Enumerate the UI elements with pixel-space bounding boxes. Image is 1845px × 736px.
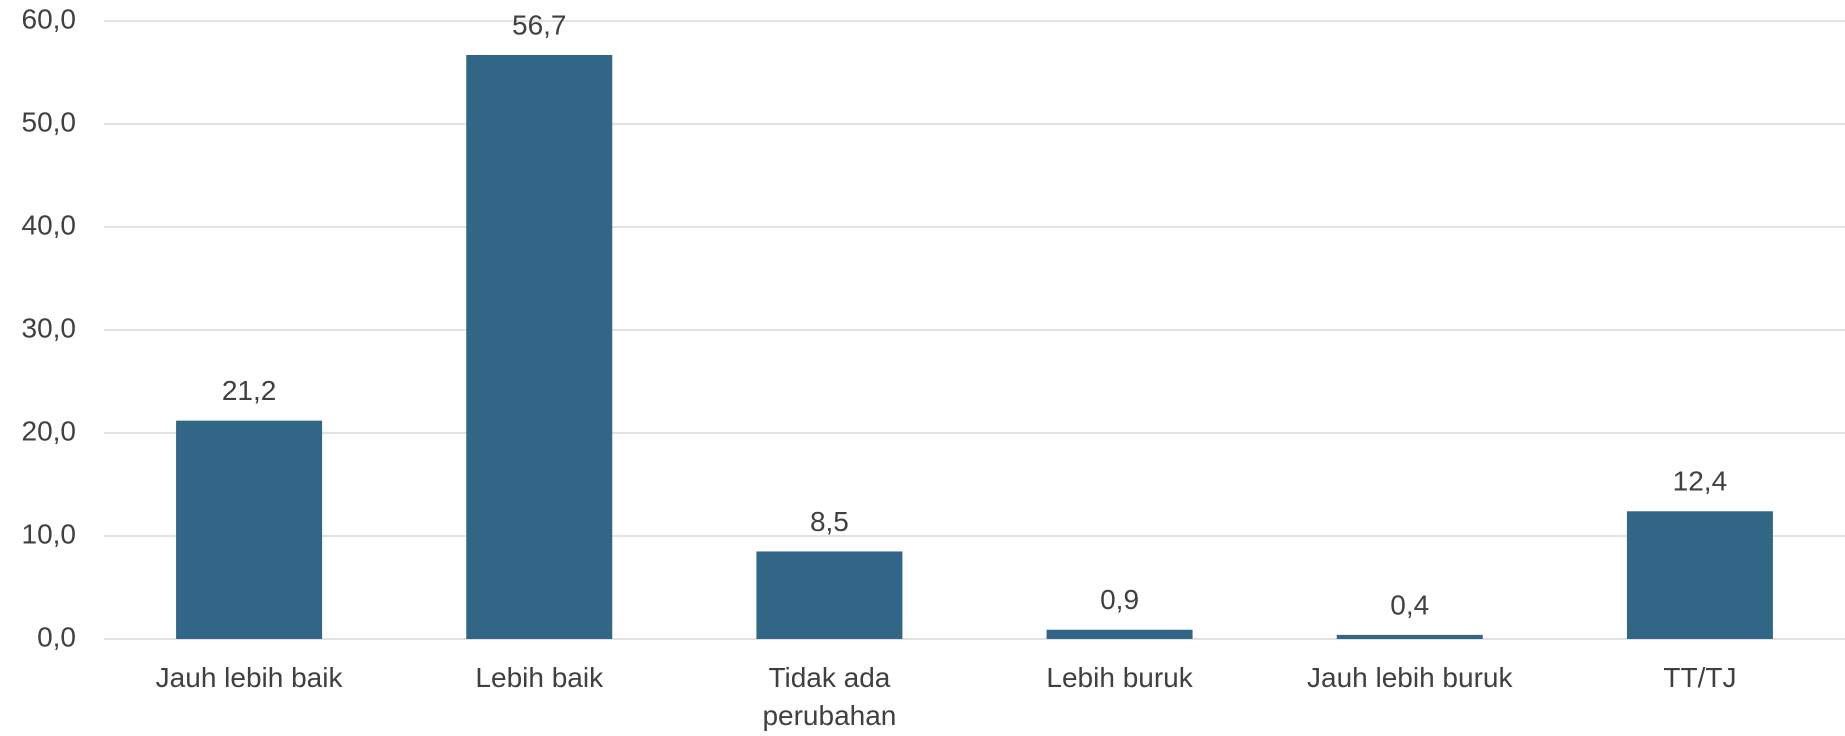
- y-tick-label: 40,0: [22, 209, 77, 240]
- y-tick-label: 30,0: [22, 312, 77, 343]
- x-tick-label: Tidak ada perubahan: [762, 662, 897, 731]
- value-label: 0,4: [1390, 589, 1429, 620]
- bar: [1626, 511, 1773, 639]
- value-label: 0,9: [1100, 584, 1139, 615]
- value-label: 21,2: [222, 375, 277, 406]
- bar: [176, 420, 323, 639]
- x-tick-label: TT/TJ: [1663, 662, 1737, 693]
- bar: [1336, 634, 1483, 639]
- x-tick-label: Lebih baik: [475, 662, 604, 693]
- y-tick-label: 0,0: [37, 621, 76, 652]
- y-tick-label: 10,0: [22, 518, 77, 549]
- x-tick-label: Jauh lebih buruk: [1307, 662, 1513, 693]
- value-label: 12,4: [1673, 466, 1728, 497]
- bar: [756, 551, 903, 639]
- y-tick-label: 20,0: [22, 415, 77, 446]
- value-label: 8,5: [810, 506, 849, 537]
- y-tick-label: 50,0: [22, 106, 77, 137]
- x-tick-label: Jauh lebih baik: [155, 662, 343, 693]
- value-label: 56,7: [512, 9, 567, 40]
- bar: [1046, 629, 1193, 639]
- y-tick-label: 60,0: [22, 3, 77, 34]
- x-tick-label: Lebih buruk: [1046, 662, 1193, 693]
- bar: [466, 54, 613, 640]
